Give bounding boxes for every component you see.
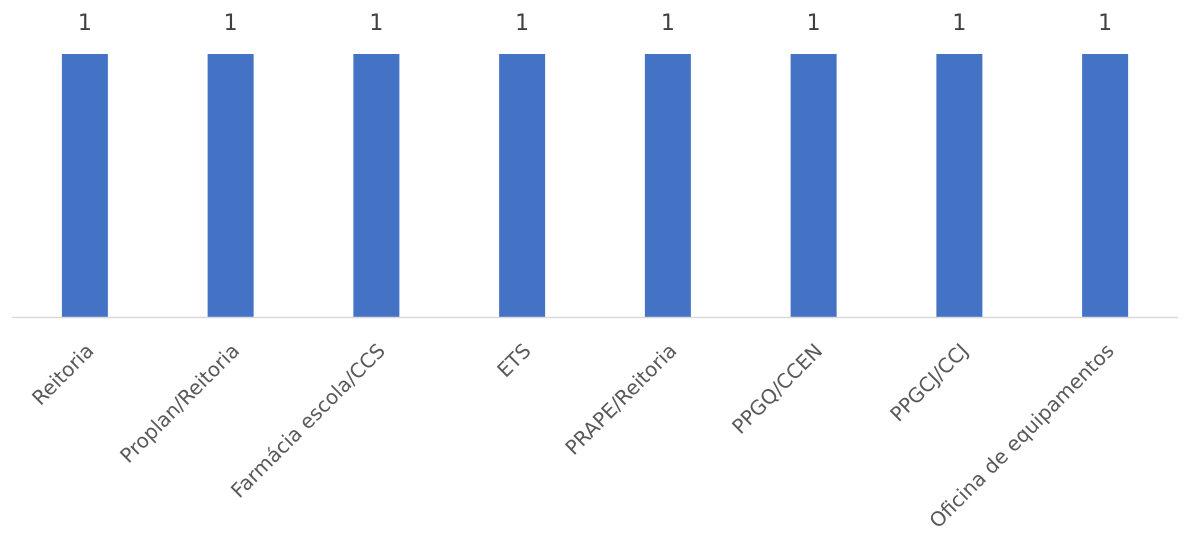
data-label-5: 1 [661, 11, 675, 36]
bar-4 [499, 54, 546, 317]
x-tick-label-6: PPGQ/CCEN [727, 339, 827, 439]
data-label-7: 1 [952, 11, 966, 36]
bar-7 [936, 54, 983, 317]
data-label-3: 1 [369, 11, 383, 36]
x-tick-label-4: ETS [492, 339, 536, 383]
data-label-8: 1 [1098, 11, 1112, 36]
bar-5 [644, 54, 691, 317]
bar-8 [1082, 54, 1129, 317]
bar-1 [61, 54, 108, 317]
data-label-6: 1 [807, 11, 821, 36]
data-label-1: 1 [78, 11, 92, 36]
bar-6 [790, 54, 837, 317]
value-labels-layer: 1 1 1 1 1 1 1 1 [78, 11, 1112, 36]
data-label-2: 1 [224, 11, 238, 36]
x-tick-label-2: Proplan/Reitoria [115, 339, 244, 468]
bar-3 [353, 54, 400, 317]
x-tick-label-7: PPGCJ/CCJ [885, 339, 973, 427]
x-tick-label-5: PRAPE/Reitoria [560, 339, 681, 460]
x-tick-label-3: Farmácia escola/CCS [226, 339, 390, 503]
bars-layer [61, 54, 1129, 317]
bar-2 [207, 54, 254, 317]
x-tick-label-1: Reitoria [27, 339, 98, 410]
data-label-4: 1 [515, 11, 529, 36]
